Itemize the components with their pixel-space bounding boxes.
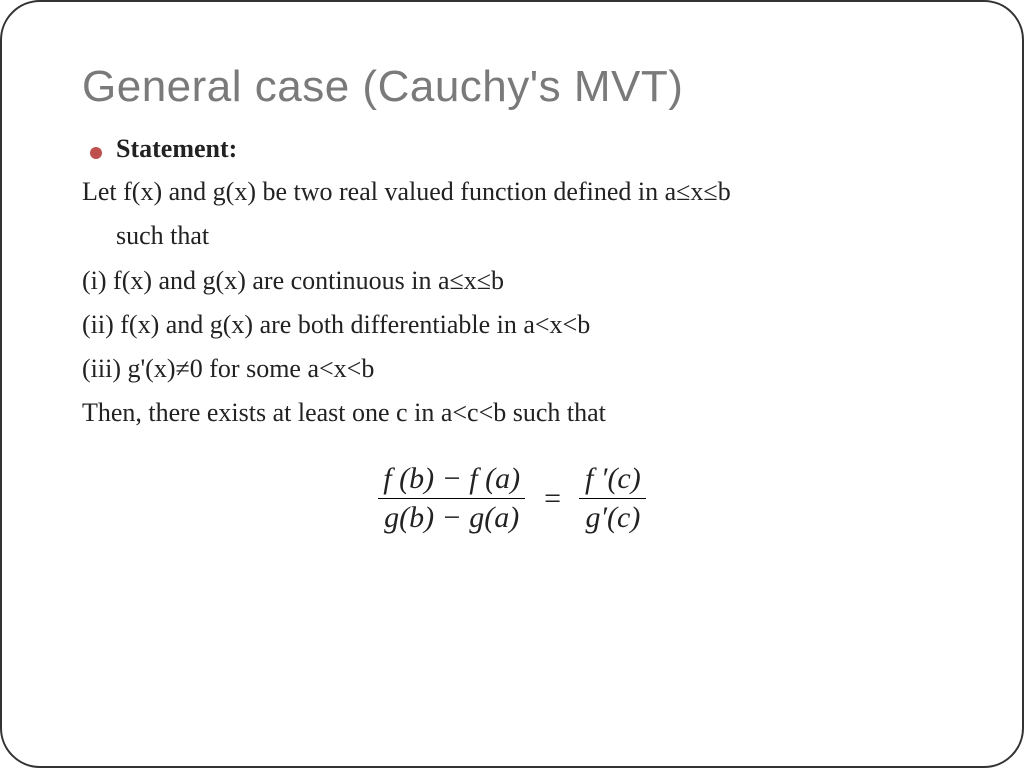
equation-right-denominator: g′(c) <box>579 498 646 536</box>
condition-i: (i) f(x) and g(x) are continuous in a≤x≤… <box>82 261 942 301</box>
intro-cont-line: such that <box>82 216 942 256</box>
statement-bullet-row: Statement: <box>82 134 942 164</box>
equation-left-numerator: f (b) − f (a) <box>377 462 526 499</box>
statement-label: Statement: <box>116 134 237 164</box>
intro-line: Let f(x) and g(x) be two real valued fun… <box>82 172 942 212</box>
slide-title: General case (Cauchy's MVT) <box>82 62 942 112</box>
equation-right-numerator: f ′(c) <box>579 462 647 499</box>
equation-left-fraction: f (b) − f (a) g(b) − g(a) <box>377 462 526 536</box>
equation: f (b) − f (a) g(b) − g(a) = f ′(c) g′(c) <box>82 462 942 536</box>
condition-ii: (ii) f(x) and g(x) are both differentiab… <box>82 305 942 345</box>
condition-iii: (iii) g'(x)≠0 for some a<x<b <box>82 349 942 389</box>
equation-equals: = <box>540 482 565 516</box>
then-line: Then, there exists at least one c in a<c… <box>82 393 942 433</box>
equation-left-denominator: g(b) − g(a) <box>378 498 525 536</box>
bullet-icon <box>90 147 102 159</box>
equation-right-fraction: f ′(c) g′(c) <box>579 462 647 536</box>
slide-frame: General case (Cauchy's MVT) Statement: L… <box>0 0 1024 768</box>
